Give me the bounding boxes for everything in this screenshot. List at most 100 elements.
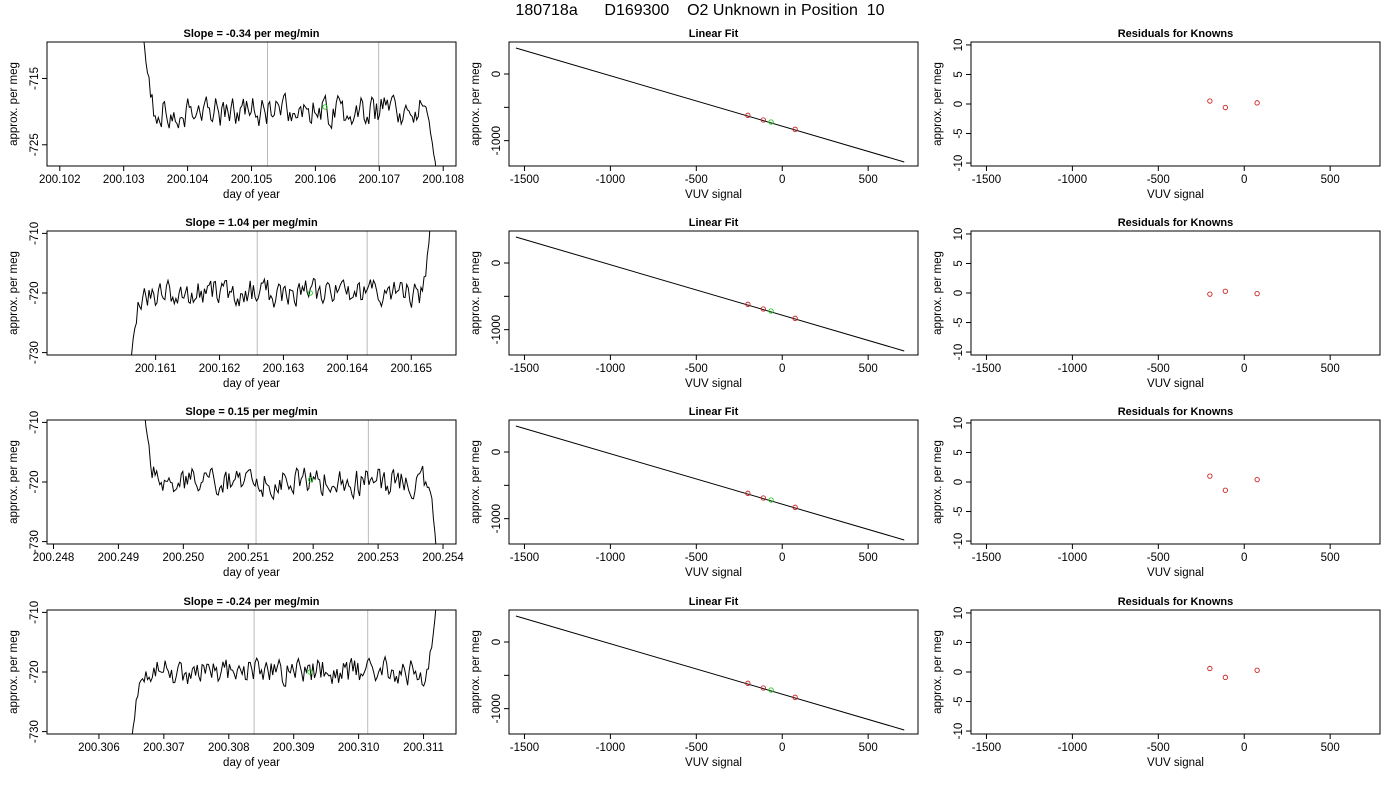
panel-r3-c2: Linear Fit -1500 -1000 -500 0 500 VUV signal -1… (470, 406, 919, 579)
unknown-marker (307, 290, 313, 296)
known-point (792, 694, 798, 700)
x-axis-label: day of year (223, 189, 280, 201)
y-tick-label: 10 (953, 228, 965, 241)
y-tick-label: -1000 (491, 315, 503, 344)
y-axis-label: approx. per meg (8, 630, 20, 714)
x-tick-label: 200.103 (103, 174, 145, 186)
y-tick-label: 10 (953, 39, 965, 52)
x-tick-label: 500 (1321, 742, 1340, 754)
x-tick-label: 200.250 (163, 552, 205, 564)
x-tick-label: 200.308 (208, 742, 250, 754)
plot-area (131, 610, 437, 734)
known-point (792, 504, 798, 510)
known-point (1222, 487, 1228, 493)
y-tick-label: -725 (29, 133, 41, 156)
x-tick-label: 200.105 (231, 174, 273, 186)
plot-area (515, 47, 905, 163)
x-tick-label: -1000 (1058, 552, 1087, 564)
fit-line (515, 425, 905, 541)
series-trace (131, 610, 437, 734)
known-point (1254, 290, 1260, 297)
unknown-marker (307, 669, 313, 675)
y-axis-label: approx. per meg (470, 630, 482, 714)
x-axis-label: VUV signal (685, 378, 742, 390)
known-point (1222, 104, 1228, 111)
known-point (745, 301, 751, 307)
x-tick-label: -500 (685, 174, 708, 186)
x-tick-label: 200.309 (273, 742, 315, 754)
x-tick-label: 0 (779, 363, 785, 375)
panel-title: Residuals for Knowns (1118, 217, 1234, 229)
known-point (760, 306, 766, 312)
y-tick-label: -710 (29, 411, 41, 434)
x-tick-label: -1500 (510, 742, 539, 754)
panel-frame (970, 41, 1381, 167)
y-axis-label: approx. per meg (470, 251, 482, 335)
y-tick-label: -10 (953, 723, 965, 740)
panel-title: Linear Fit (689, 217, 739, 229)
x-tick-label: -1500 (972, 174, 1001, 186)
panel-r4-c3: Residuals for Knowns -1500 -1000 -500 0 500 VU… (932, 596, 1381, 769)
x-tick-label: 0 (1241, 174, 1247, 186)
x-tick-label: 0 (1241, 742, 1247, 754)
plot-area (1207, 665, 1260, 680)
plot-area (515, 425, 905, 541)
unknown-marker (307, 476, 314, 483)
x-tick-label: 500 (859, 742, 878, 754)
y-tick-label: 0 (953, 101, 965, 107)
known-point (745, 112, 751, 118)
x-tick-label: -1000 (596, 742, 625, 754)
plot-area (1207, 288, 1260, 297)
y-tick-label: -720 (29, 281, 41, 304)
panel-title: Residuals for Knowns (1118, 406, 1234, 418)
y-tick-label: 10 (953, 417, 965, 430)
x-tick-label: 500 (859, 363, 878, 375)
panel-title: Slope = -0.34 per meg/min (183, 28, 319, 40)
known-point (1207, 665, 1213, 672)
y-tick-label: -5 (953, 317, 965, 327)
x-tick-label: -500 (685, 552, 708, 564)
x-tick-label: -500 (685, 363, 708, 375)
panel-title: Slope = 1.04 per meg/min (185, 217, 318, 229)
y-axis-label: approx. per meg (8, 440, 20, 524)
x-tick-label: -1500 (972, 742, 1001, 754)
panel-title: Slope = -0.24 per meg/min (183, 596, 319, 608)
panel-title: Residuals for Knowns (1118, 28, 1234, 40)
panel-frame (46, 41, 457, 167)
panel-r3-c1: Slope = 0.15 per meg/min 200.248 200.249 20… (8, 406, 464, 579)
series-trace (143, 42, 437, 166)
x-tick-label: 200.248 (33, 552, 75, 564)
panel-frame (46, 419, 457, 545)
x-tick-label: -1500 (510, 174, 539, 186)
x-tick-label: 200.254 (422, 552, 464, 564)
known-point (792, 126, 798, 132)
x-tick-label: 0 (1241, 363, 1247, 375)
y-tick-label: -1000 (491, 694, 503, 723)
y-tick-label: -720 (29, 470, 41, 493)
y-tick-label: -10 (953, 344, 965, 361)
known-point (1207, 291, 1213, 297)
panel-r4-c2: Linear Fit -1500 -1000 -500 0 500 VUV signal -1… (470, 596, 919, 769)
x-tick-label: 500 (1321, 174, 1340, 186)
plot-area (515, 236, 905, 352)
unknown-marker (322, 104, 328, 110)
y-tick-label: -10 (953, 155, 965, 172)
x-tick-label: 200.102 (39, 174, 81, 186)
panel-r2-c1: Slope = 1.04 per meg/min 200.161 200.162 20… (8, 217, 457, 390)
y-axis-label: approx. per meg (932, 251, 944, 335)
y-tick-label: 5 (953, 71, 965, 77)
y-axis-label: approx. per meg (932, 62, 944, 146)
known-point (1207, 98, 1213, 104)
panel-frame (508, 419, 919, 545)
y-tick-label: -5 (953, 128, 965, 138)
y-tick-label: -730 (29, 530, 41, 553)
y-axis-label: approx. per meg (470, 62, 482, 146)
x-tick-label: -1000 (1058, 363, 1087, 375)
panel-frame (508, 230, 919, 356)
x-tick-label: 200.253 (357, 552, 399, 564)
panel-title: Slope = 0.15 per meg/min (185, 406, 318, 418)
x-tick-label: -500 (1147, 174, 1170, 186)
y-tick-label: -715 (29, 67, 41, 90)
panel-r2-c2: Linear Fit -1500 -1000 -500 0 500 VUV signal -1… (470, 217, 919, 390)
panel-r4-c1: Slope = -0.24 per meg/min 200.306 200.307 2… (8, 596, 457, 769)
